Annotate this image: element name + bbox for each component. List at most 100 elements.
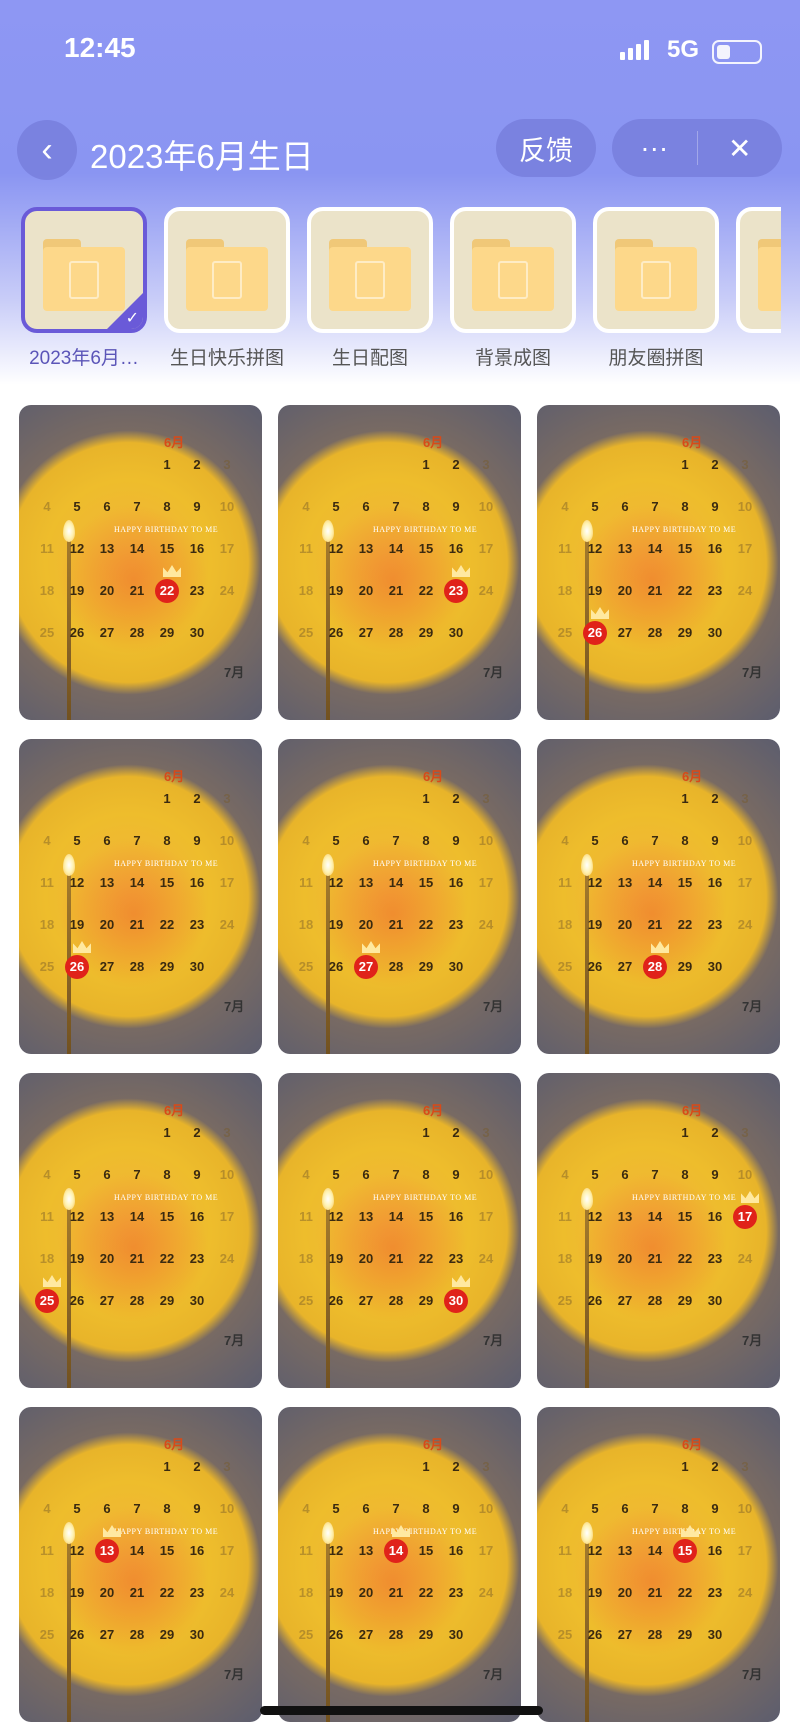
calendar-day: 18 xyxy=(557,1251,573,1266)
calendar-day: 4 xyxy=(561,499,569,514)
calendar-day: 8 xyxy=(681,1167,689,1182)
calendar-day: 19 xyxy=(328,583,344,598)
folder-item[interactable]: 背景成图 xyxy=(450,207,576,370)
calendar-day: 27 xyxy=(358,1627,374,1642)
calendar-day: 9 xyxy=(452,833,460,848)
calendar-day: 26 xyxy=(69,625,85,640)
calendar-day: 13 xyxy=(617,875,633,890)
flame-icon xyxy=(322,520,334,542)
calendar-day: 17 xyxy=(478,875,494,890)
calendar-day: 3 xyxy=(741,1459,749,1474)
next-month-label: 7月 xyxy=(742,1333,763,1348)
feedback-button[interactable]: 反馈 xyxy=(496,119,596,177)
folder-item[interactable]: 朋友圈拼图 xyxy=(593,207,719,370)
calendar-day: 28 xyxy=(129,625,145,640)
calendar-day: 17 xyxy=(478,1209,494,1224)
birthday-banner: HAPPY BIRTHDAY TO ME xyxy=(114,1527,219,1536)
flame-icon xyxy=(63,1522,75,1544)
calendar-day: 8 xyxy=(681,499,689,514)
calendar-day: 25 xyxy=(33,1289,61,1313)
flame-icon xyxy=(63,1188,75,1210)
calendar-day: 2 xyxy=(711,1459,719,1474)
calendar-day: 18 xyxy=(298,583,314,598)
calendar-day: 14 xyxy=(388,875,404,890)
month-label: 6月 xyxy=(423,435,444,450)
flame-icon xyxy=(581,520,593,542)
calendar-day: 17 xyxy=(219,1209,235,1224)
calendar-day: 25 xyxy=(298,1627,314,1642)
calendar-day: 1 xyxy=(422,457,430,472)
calendar-day: 24 xyxy=(737,1251,753,1266)
calendar-day: 20 xyxy=(358,917,374,932)
calendar-day: 27 xyxy=(358,1293,374,1308)
calendar-day: 29 xyxy=(677,1627,693,1642)
glow xyxy=(577,1507,727,1657)
crown-icon xyxy=(43,1275,61,1287)
folder-item[interactable]: 生日快乐拼图 xyxy=(164,207,290,370)
calendar-day: 4 xyxy=(302,833,310,848)
close-button[interactable]: ✕ xyxy=(728,132,752,164)
calendar-day: 8 xyxy=(163,1167,171,1182)
calendar-day: 30 xyxy=(707,959,723,974)
next-month-label: 7月 xyxy=(742,665,763,680)
calendar-day: 21 xyxy=(388,583,404,598)
calendar-day: 14 xyxy=(647,875,663,890)
next-month-label: 7月 xyxy=(224,1667,245,1682)
folder-item[interactable]: 生日配图 xyxy=(307,207,433,370)
calendar-day: 13 xyxy=(99,875,115,890)
flame-icon xyxy=(322,1188,334,1210)
calendar-day: 1 xyxy=(681,1459,689,1474)
calendar-day: 12 xyxy=(587,1209,603,1224)
flame-icon xyxy=(322,854,334,876)
calendar-day: 29 xyxy=(159,1293,175,1308)
month-label: 6月 xyxy=(682,435,703,450)
calendar-day: 20 xyxy=(99,583,115,598)
calendar-day: 10 xyxy=(737,1501,753,1516)
calendar-day: 8 xyxy=(163,833,171,848)
folder-label: 生日配图 xyxy=(331,348,408,369)
calendar-day: 16 xyxy=(448,1543,464,1558)
more-button[interactable]: ··· xyxy=(640,132,669,163)
calendar-day: 16 xyxy=(189,541,205,556)
calendar-day: 6 xyxy=(103,833,111,848)
status-time: 12:45 xyxy=(64,32,136,63)
back-button[interactable]: ‹ xyxy=(17,120,77,180)
calendar-day: 8 xyxy=(681,833,689,848)
calendar-day: 6 xyxy=(103,1167,111,1182)
calendar-day: 29 xyxy=(677,959,693,974)
calendar-day: 28 xyxy=(129,1627,145,1642)
flame-icon xyxy=(581,1188,593,1210)
calendar-day: 12 xyxy=(587,541,603,556)
calendar-day: 22 xyxy=(677,917,693,932)
folder-item[interactable]: 生 xyxy=(736,207,781,370)
calendar-day: 3 xyxy=(223,1125,231,1140)
calendar-day: 6 xyxy=(103,1501,111,1516)
folder-icon xyxy=(758,239,781,311)
calendar-day: 27 xyxy=(358,625,374,640)
calendar-day: 3 xyxy=(741,1125,749,1140)
folder-item[interactable]: ✓ 2023年6月… xyxy=(21,207,147,370)
calendar-day: 19 xyxy=(328,1251,344,1266)
calendar-day: 25 xyxy=(557,625,573,640)
calendar-day: 5 xyxy=(73,833,81,848)
glow xyxy=(59,1507,209,1657)
calendar-day: 22 xyxy=(418,1585,434,1600)
calendar-day: 30 xyxy=(189,1293,205,1308)
calendar-day: 15 xyxy=(677,875,693,890)
calendar-day: 2 xyxy=(711,457,719,472)
calendar-day: 20 xyxy=(617,917,633,932)
calendar-day: 8 xyxy=(681,1501,689,1516)
calendar-day: 21 xyxy=(388,1251,404,1266)
